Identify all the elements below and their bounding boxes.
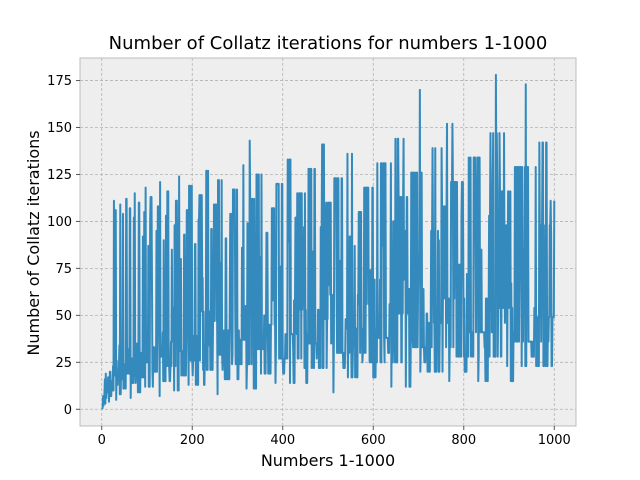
chart-title: Number of Collatz iterations for numbers… xyxy=(109,33,548,54)
x-axis: 0 200 400 600 800 1000 xyxy=(98,426,571,448)
y-axis: 0 25 50 75 100 125 150 175 xyxy=(47,74,80,418)
x-tick-label: 800 xyxy=(451,433,476,448)
y-tick-label: 125 xyxy=(47,168,72,183)
x-tick-label: 600 xyxy=(361,433,386,448)
y-tick-label: 75 xyxy=(55,262,72,277)
y-tick-label: 150 xyxy=(47,121,72,136)
y-tick-label: 25 xyxy=(55,356,72,371)
y-tick-label: 0 xyxy=(64,403,72,418)
x-tick-label: 1000 xyxy=(538,433,571,448)
x-axis-label: Numbers 1-1000 xyxy=(261,451,395,470)
series-line-collatz-iterations xyxy=(101,73,556,410)
x-tick-label: 400 xyxy=(270,433,295,448)
y-tick-label: 100 xyxy=(47,215,72,230)
y-axis-label: Number of Collatz iterations xyxy=(24,130,43,355)
x-tick-label: 200 xyxy=(180,433,205,448)
plot-frame xyxy=(79,57,577,427)
y-tick-label: 175 xyxy=(47,74,72,89)
y-tick-label: 50 xyxy=(55,309,72,324)
x-tick-label: 0 xyxy=(98,433,106,448)
